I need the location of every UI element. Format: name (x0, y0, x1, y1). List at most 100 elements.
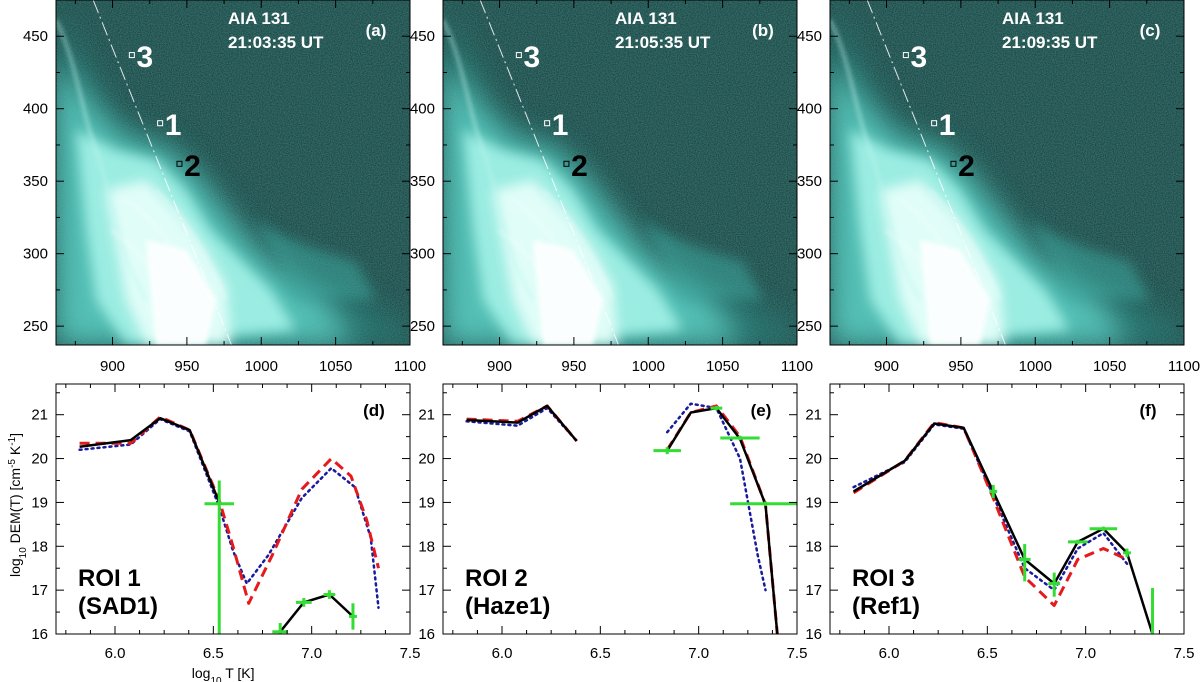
roi-sublabel: (Ref1) (852, 593, 920, 620)
roi-box-2 (950, 160, 957, 167)
x-tick-label: 7.0 (1075, 645, 1096, 662)
roi-sublabel: (SAD1) (78, 593, 158, 620)
y-tick-label: 20 (805, 451, 822, 468)
x-axis-label: log10 T [K] (192, 665, 255, 682)
roi-number-2: 2 (184, 150, 201, 183)
y-tick-label: 300 (23, 246, 48, 263)
y-tick-label: 16 (805, 626, 822, 643)
time-label: 21:03:35 UT (228, 33, 324, 52)
y-tick-label: 20 (418, 451, 435, 468)
x-tick-label: 7.0 (301, 645, 322, 662)
roi-number-2: 2 (571, 150, 588, 183)
x-tick-label: 1000 (632, 358, 665, 375)
plot-frame (442, 383, 798, 635)
errorbar-3 (730, 501, 797, 506)
errorbar-2 (295, 598, 312, 607)
roi-label: ROI 2 (465, 565, 528, 592)
errorbar-1 (272, 623, 289, 634)
x-tick-label: 950 (561, 358, 586, 375)
x-tick-label: 7.0 (688, 645, 709, 662)
image-frame (829, 0, 1185, 346)
roi-number-3: 3 (137, 41, 154, 74)
errorbar-1 (710, 405, 723, 411)
roi-number-3: 3 (524, 41, 541, 74)
y-tick-label: 19 (31, 494, 48, 511)
series-blue-dotted-seg-1 (665, 402, 767, 592)
errorbar-4 (1089, 526, 1118, 531)
errorbar-3 (1067, 539, 1088, 545)
y-tick-label: 21 (418, 407, 435, 424)
y-tick-label: 300 (797, 246, 822, 263)
ylab-part: ] (7, 433, 23, 437)
image-panel-1: 3 12 AIA 131 21:05:35 UT (b) 900 950 1000 1050 11… (410, 0, 813, 375)
ylab-part: K (7, 445, 23, 459)
panel-id: (e) (751, 401, 772, 420)
x-tick-label: 7.5 (787, 645, 808, 662)
y-tick-label: 21 (31, 407, 48, 424)
x-tick-label: 7.5 (1174, 645, 1195, 662)
roi-box-1 (544, 120, 551, 127)
panel-id: (d) (363, 401, 385, 420)
dem-panel-2: 6.0 6.5 7.0 7.5 16 17 18 19 20 21 (f) ROI 3(Ref1) (805, 383, 1195, 662)
plot-area (465, 402, 797, 634)
series-blue-dotted-seg-0 (465, 406, 578, 443)
errorbar-0 (204, 480, 234, 634)
image-panel-2: 3 12 AIA 131 21:09:35 UT (c) 900 950 1000 1050 11… (797, 0, 1200, 375)
x-tick-label: 1100 (781, 358, 813, 375)
series-solid-seg-0 (466, 404, 578, 442)
x-tick-label: 6.5 (977, 645, 998, 662)
errorbar-5 (1123, 548, 1131, 558)
x-tick-label: 6.5 (590, 645, 611, 662)
x-tick-label: 900 (874, 358, 899, 375)
y-tick-label: 400 (410, 101, 435, 118)
instrument-label: AIA 131 (228, 9, 290, 28)
roi-box-2 (563, 160, 570, 167)
panel-id: (b) (752, 21, 774, 40)
roi-number-3: 3 (911, 41, 928, 74)
y-tick-label: 250 (797, 318, 822, 335)
y-tick-label: 21 (805, 407, 822, 424)
x-tick-label: 1050 (319, 358, 352, 375)
slit-line (479, 0, 619, 345)
x-tick-label: 900 (487, 358, 512, 375)
series-red-dashed-seg-1 (665, 404, 779, 634)
instrument-label: AIA 131 (1002, 9, 1064, 28)
x-tick-label: 900 (100, 358, 125, 375)
ylab-part: log (7, 558, 23, 577)
panel-id: (f) (1140, 401, 1157, 420)
roi-box-1 (931, 120, 938, 127)
roi-box-3 (902, 52, 909, 59)
slit-line (92, 0, 232, 345)
roi-number-1: 1 (165, 109, 182, 142)
dem-panel-0: 6.0 6.5 7.0 7.5 16 17 18 19 20 21 (d) ROI 1(SAD1) lo… (7, 383, 420, 682)
xlab-part: 10 (210, 676, 222, 682)
image-panel-0: 3 12 AIA 131 21:03:35 UT (a) 900 950 1000 1050 11… (23, 0, 426, 375)
image-frame (442, 0, 798, 346)
y-tick-label: 18 (31, 538, 48, 555)
x-tick-label: 1050 (706, 358, 739, 375)
slit-line (866, 0, 1006, 345)
errorbar-1 (1018, 544, 1031, 582)
series-solid-seg-0 (79, 416, 221, 503)
y-tick-label: 350 (797, 173, 822, 190)
aia-image: 3 12 (443, 0, 797, 345)
x-tick-label: 1050 (1093, 358, 1126, 375)
y-tick-label: 300 (410, 246, 435, 263)
series-solid-seg-1 (666, 406, 779, 634)
y-tick-label: 250 (23, 318, 48, 335)
instrument-label: AIA 131 (615, 9, 677, 28)
xlab-part: T [K] (222, 665, 255, 681)
roi-sublabel: (Haze1) (465, 593, 550, 620)
errorbar-0 (989, 484, 998, 499)
x-tick-label: 950 (948, 358, 973, 375)
y-tick-label: 18 (805, 538, 822, 555)
aia-image: 3 12 (830, 0, 1184, 345)
errorbar-2 (1048, 572, 1061, 597)
roi-number-2: 2 (958, 150, 975, 183)
y-tick-label: 19 (805, 494, 822, 511)
plot-area (852, 421, 1155, 634)
series-solid-seg-1 (279, 593, 354, 633)
errorbar-2 (720, 435, 760, 441)
y-tick-label: 19 (418, 494, 435, 511)
